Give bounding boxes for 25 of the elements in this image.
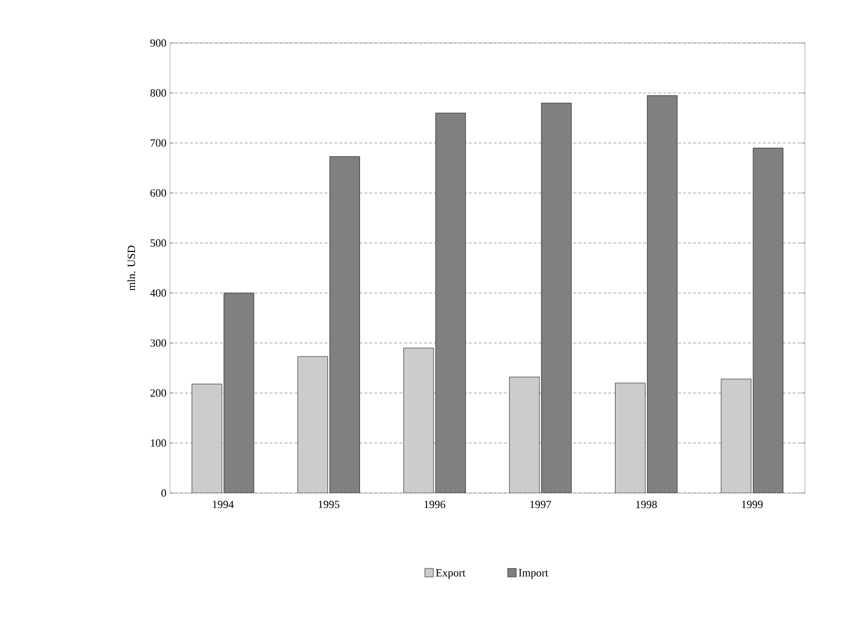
bar <box>403 348 434 493</box>
legend-label: Export <box>436 569 466 579</box>
bar <box>192 384 222 493</box>
x-tick-label: 1997 <box>530 500 552 508</box>
bar <box>720 378 752 493</box>
y-tick-label: 400 <box>150 289 166 297</box>
y-tick-label: 600 <box>150 189 166 197</box>
y-tick-label: 800 <box>150 89 166 97</box>
y-tick-label: 200 <box>150 389 166 397</box>
x-tick-label: 1998 <box>636 500 657 508</box>
y-tick-label: 700 <box>150 139 166 147</box>
x-tick-label: 1995 <box>318 500 340 508</box>
y-tick-label: 100 <box>150 439 166 447</box>
y-tick-label: 900 <box>150 39 166 47</box>
x-tick-label: 1999 <box>742 500 763 508</box>
bar <box>298 356 328 493</box>
y-tick-label: 0 <box>161 489 166 497</box>
y-tick-label: 300 <box>150 339 166 347</box>
bar <box>615 382 646 493</box>
x-tick-label: 1996 <box>424 500 446 508</box>
y-tick-label: 500 <box>150 239 166 247</box>
bar <box>509 376 540 493</box>
x-tick-label: 1994 <box>212 500 234 508</box>
y-axis-title: mln. USD <box>127 246 136 291</box>
legend-label: Import <box>518 569 548 579</box>
